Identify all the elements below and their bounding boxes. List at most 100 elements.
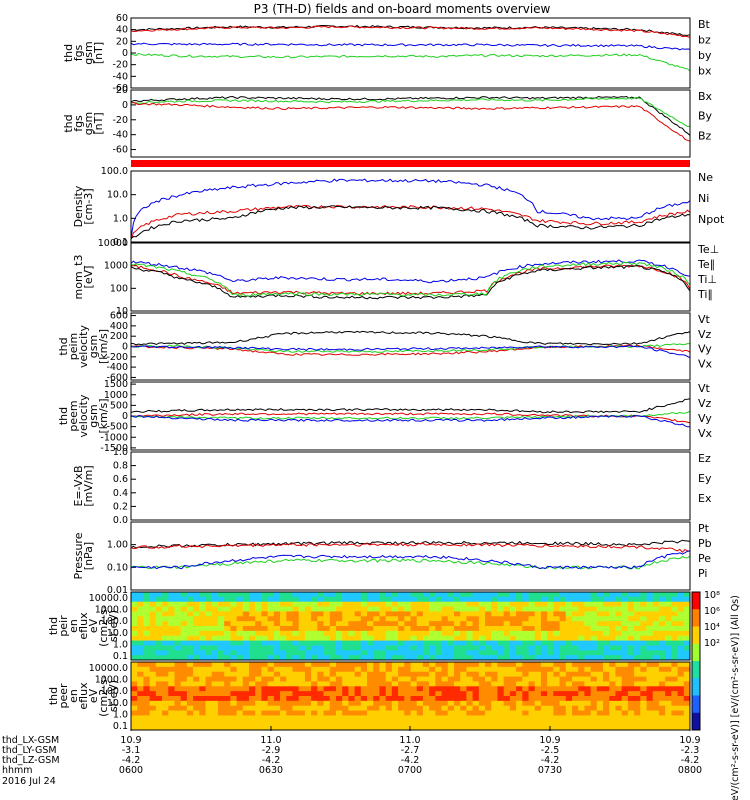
heatmap-cell xyxy=(137,635,144,641)
heatmap-cell xyxy=(547,601,554,607)
heatmap-cell xyxy=(385,635,393,641)
heatmap-cell xyxy=(596,640,604,646)
heatmap-cell xyxy=(503,705,511,711)
heatmap-cell xyxy=(509,606,517,612)
heatmap-cell xyxy=(472,696,480,702)
xaxis-row-label: hhmm xyxy=(2,765,33,776)
heatmap-cell xyxy=(180,662,188,668)
heatmap-cell xyxy=(267,645,275,651)
xaxis-value: -2.3 xyxy=(681,745,700,756)
heatmap-cell xyxy=(373,686,380,692)
heatmap-cell xyxy=(342,645,349,651)
heatmap-cell xyxy=(503,635,511,641)
heatmap-cell xyxy=(422,630,430,637)
heatmap-cell xyxy=(205,710,213,716)
heatmap-cell xyxy=(584,705,592,711)
figure-title: P3 (TH-D) fields and on-board moments ov… xyxy=(254,2,551,16)
heatmap-cell xyxy=(485,606,492,612)
heatmap-cell xyxy=(453,635,461,641)
heatmap-cell xyxy=(311,621,318,627)
heatmap-cell xyxy=(186,686,194,692)
heatmap-cell xyxy=(584,635,592,641)
heatmap-cell xyxy=(404,616,411,622)
heatmap-cell xyxy=(652,725,660,731)
heatmap-cell xyxy=(186,640,194,646)
heatmap-cell xyxy=(273,630,281,637)
heatmap-cell xyxy=(292,606,300,612)
heatmap-cell xyxy=(267,596,275,603)
heatmap-cell xyxy=(559,640,567,646)
heatmap-cell xyxy=(311,691,318,697)
heatmap-cell xyxy=(180,606,188,612)
heatmap-cell xyxy=(671,626,678,632)
heatmap-cell xyxy=(168,621,175,627)
heatmap-cell xyxy=(665,626,672,632)
heatmap-cell xyxy=(193,640,200,646)
heatmap-cell xyxy=(590,720,598,726)
heatmap-cell xyxy=(186,676,194,682)
heatmap-cell xyxy=(528,640,536,646)
ytick-label: -1500 xyxy=(100,443,128,454)
heatmap-cell xyxy=(348,705,355,711)
heatmap-cell xyxy=(565,601,573,607)
heatmap-cell xyxy=(174,671,182,677)
heatmap-cell xyxy=(429,592,436,598)
heatmap-cell xyxy=(410,681,418,687)
heatmap-cell xyxy=(503,621,511,627)
heatmap-cell xyxy=(596,691,604,697)
heatmap-cell xyxy=(385,681,393,687)
heatmap-cell xyxy=(453,691,461,697)
heatmap-cell xyxy=(286,655,293,661)
heatmap-cell xyxy=(137,621,144,627)
heatmap-cell xyxy=(342,666,349,673)
heatmap-cell xyxy=(230,621,237,627)
heatmap-cell xyxy=(137,592,144,598)
heatmap-cell xyxy=(429,621,436,627)
heatmap-cell xyxy=(236,645,244,651)
heatmap-cell xyxy=(323,611,331,617)
heatmap-cell xyxy=(155,592,163,598)
heatmap-cell xyxy=(267,691,275,697)
heatmap-cell xyxy=(373,676,380,682)
heatmap-cell xyxy=(180,715,188,721)
heatmap-cell xyxy=(522,720,529,726)
heatmap-cell xyxy=(540,676,548,682)
heatmap-cell xyxy=(534,626,542,632)
heatmap-cell xyxy=(199,592,206,598)
heatmap-cell xyxy=(224,606,231,612)
heatmap-cell xyxy=(460,686,467,692)
heatmap-cell xyxy=(665,601,672,607)
heatmap-cell xyxy=(540,592,548,598)
heatmap-cell xyxy=(329,592,337,598)
heatmap-cell xyxy=(677,705,685,711)
heatmap-cell xyxy=(174,696,182,702)
ylabel-line: gsm xyxy=(82,41,95,64)
heatmap-cell xyxy=(547,596,554,603)
heatmap-cell xyxy=(224,662,231,668)
heatmap-cell xyxy=(329,725,337,731)
heatmap-cell xyxy=(516,596,523,603)
heatmap-cell xyxy=(162,611,169,617)
heatmap-cell xyxy=(354,710,362,716)
heatmap-cell xyxy=(485,630,492,637)
heatmap-cell xyxy=(453,676,461,682)
heatmap-cell xyxy=(298,725,306,731)
heatmap-cell xyxy=(609,630,616,637)
heatmap-cell xyxy=(286,626,293,632)
heatmap-cell xyxy=(398,592,405,598)
heatmap-cell xyxy=(249,596,256,603)
heatmap-cell xyxy=(416,606,424,612)
heatmap-cell xyxy=(149,650,157,656)
heatmap-cell xyxy=(249,666,256,673)
heatmap-cell xyxy=(186,705,194,711)
series-line-By xyxy=(130,96,691,128)
heatmap-cell xyxy=(267,662,275,668)
heatmap-cell xyxy=(453,655,461,661)
heatmap-cell xyxy=(621,710,629,716)
heatmap-cell xyxy=(242,645,250,651)
heatmap-cell xyxy=(609,691,616,697)
heatmap-cell xyxy=(317,671,324,677)
heatmap-cell xyxy=(317,686,324,692)
heatmap-cell xyxy=(634,655,641,661)
heatmap-cell xyxy=(466,662,474,668)
